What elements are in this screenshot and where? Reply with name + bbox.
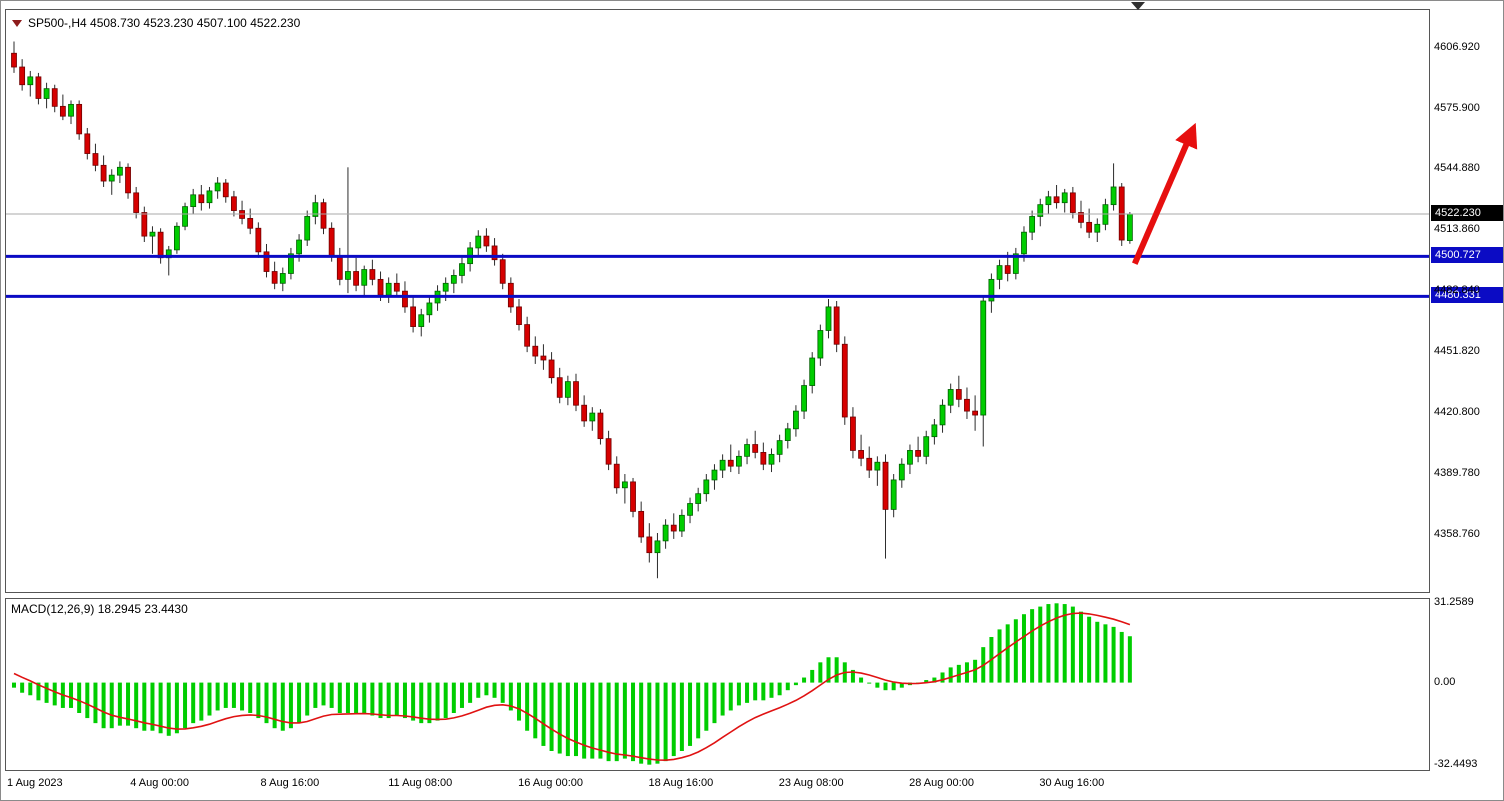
price-tick-label: 4358.760	[1434, 528, 1480, 541]
symbol-dropdown-icon	[12, 19, 22, 27]
price-tick-label: 4482.840	[1434, 284, 1480, 297]
time-tick-label: 11 Aug 08:00	[388, 777, 453, 789]
macd-panel[interactable]: MACD(12,26,9) 18.2945 23.4430	[5, 598, 1430, 771]
macd-chart	[12, 603, 1132, 765]
macd-tick-label: 0.00	[1434, 675, 1456, 688]
time-tick-label: 28 Aug 00:00	[909, 777, 974, 789]
current-price-badge: 4522.230	[1431, 205, 1503, 222]
time-tick-label: 4 Aug 00:00	[130, 777, 189, 789]
support-level-badge-2: 4480.331	[1431, 287, 1503, 304]
macd-tick-label: -32.4493	[1434, 757, 1478, 770]
chart-title: SP500-,H4 4508.730 4523.230 4507.100 452…	[12, 16, 300, 30]
time-tick-label: 30 Aug 16:00	[1039, 777, 1105, 789]
macd-indicator-label: MACD(12,26,9) 18.2945 23.4430	[11, 602, 188, 616]
time-tick-label: 23 Aug 08:00	[778, 777, 844, 789]
price-tick-label: 4451.820	[1434, 345, 1480, 358]
title-ohlc-text: SP500-,H4 4508.730 4523.230 4507.100 452…	[28, 16, 301, 30]
price-tick-label: 4389.780	[1434, 467, 1480, 480]
price-tick-label: 4575.900	[1434, 101, 1480, 114]
support-level-badge-1: 4500.727	[1431, 247, 1503, 264]
candlestick-chart[interactable]	[6, 10, 1429, 592]
chart-shift-marker-icon[interactable]	[1131, 2, 1145, 10]
macd-tick-label: 31.2589	[1434, 596, 1474, 609]
time-tick-label: 8 Aug 16:00	[260, 777, 320, 789]
time-tick-label: 16 Aug 00:00	[518, 777, 583, 789]
price-tick-label: 4513.860	[1434, 223, 1480, 236]
time-axis[interactable]: 1 Aug 2023 4 Aug 00:00 8 Aug 16:00 11 Aug 0…	[1, 775, 1503, 797]
time-tick-label: 18 Aug 16:00	[648, 777, 714, 789]
main-chart-panel[interactable]: SP500-,H4 4508.730 4523.230 4507.100 452…	[5, 9, 1430, 593]
time-tick-label: 1 Aug 2023	[7, 777, 63, 789]
price-tick-label: 4420.800	[1434, 406, 1480, 419]
price-tick-label: 4606.920	[1434, 40, 1480, 53]
price-tick-label: 4544.880	[1434, 162, 1480, 175]
